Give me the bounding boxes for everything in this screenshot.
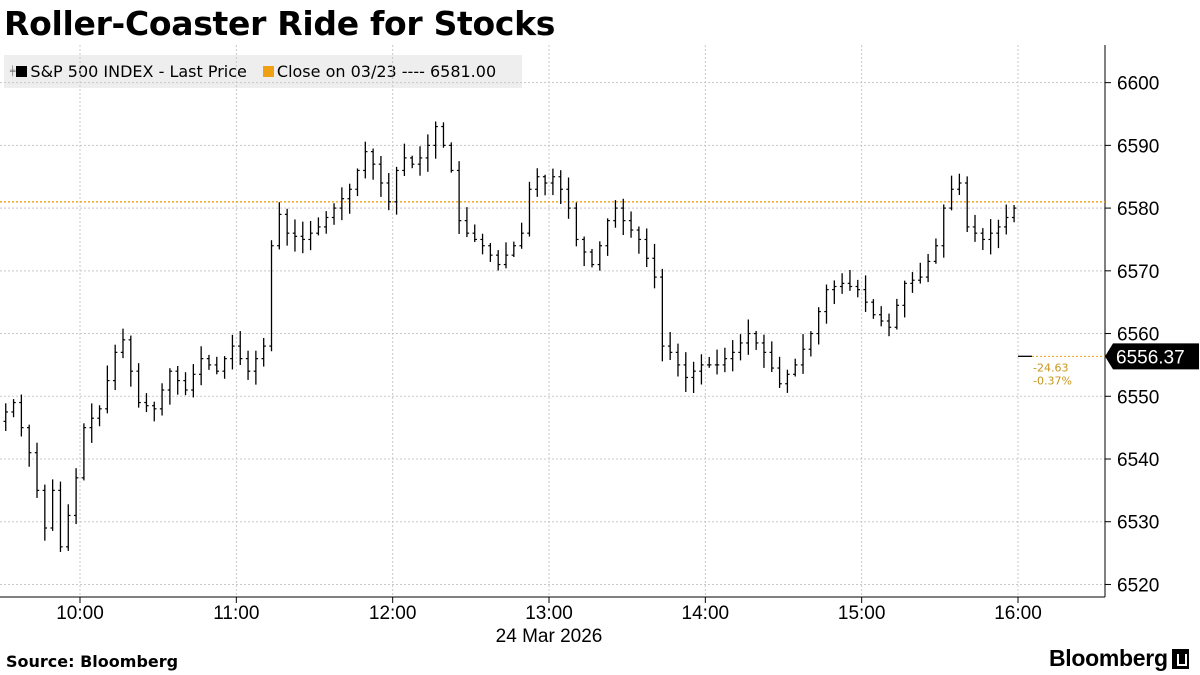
y-tick-label: 6520 — [1117, 575, 1159, 596]
legend-item-prev-close: Close on 03/23 ---- 6581.00 — [262, 62, 497, 81]
x-tick-label: 10:00 — [56, 603, 104, 624]
source-note: Source: Bloomberg — [6, 652, 179, 671]
y-tick-label: 6590 — [1117, 136, 1159, 157]
last-price-label: 6556.37 — [1116, 347, 1185, 368]
legend-swatch-sp500 — [16, 66, 28, 77]
y-tick-label: 6560 — [1117, 325, 1159, 346]
x-tick-label: 16:00 — [994, 603, 1042, 624]
x-tick-label: 14:00 — [682, 603, 730, 624]
brand-label: Bloomberg — [1049, 645, 1168, 671]
y-tick-label: 6550 — [1117, 387, 1159, 408]
bloomberg-logo: Bloomberg — [1049, 645, 1189, 672]
x-tick-label: 15:00 — [838, 603, 886, 624]
change-label: -24.63 — [1033, 361, 1068, 374]
legend-item-sp500: ╪ S&P 500 INDEX - Last Price — [10, 62, 247, 81]
ohlc-bar-icon: ╪ — [10, 66, 16, 77]
bloomberg-mark-icon — [1171, 648, 1189, 669]
y-tick-label: 6600 — [1117, 74, 1159, 95]
legend-label-sp500: S&P 500 INDEX - Last Price — [30, 62, 247, 81]
change-pct-label: -0.37% — [1033, 374, 1072, 387]
x-tick-label: 11:00 — [213, 603, 259, 624]
legend-label-prev-close: Close on 03/23 ---- 6581.00 — [276, 62, 497, 81]
date-label: 24 Mar 2026 — [496, 626, 603, 647]
legend-swatch-prev-close — [262, 66, 274, 77]
x-tick-label: 13:00 — [525, 603, 573, 624]
y-tick-label: 6570 — [1117, 262, 1159, 283]
last-price-tag — [1105, 343, 1199, 370]
y-tick-label: 6540 — [1117, 450, 1159, 471]
x-tick-label: 12:00 — [369, 603, 417, 624]
y-tick-label: 6580 — [1117, 199, 1159, 220]
chart-title: Roller-Coaster Ride for Stocks — [4, 4, 556, 43]
chart-legend: ╪ S&P 500 INDEX - Last Price Close on 03… — [4, 55, 523, 88]
y-tick-label: 6530 — [1117, 513, 1159, 534]
